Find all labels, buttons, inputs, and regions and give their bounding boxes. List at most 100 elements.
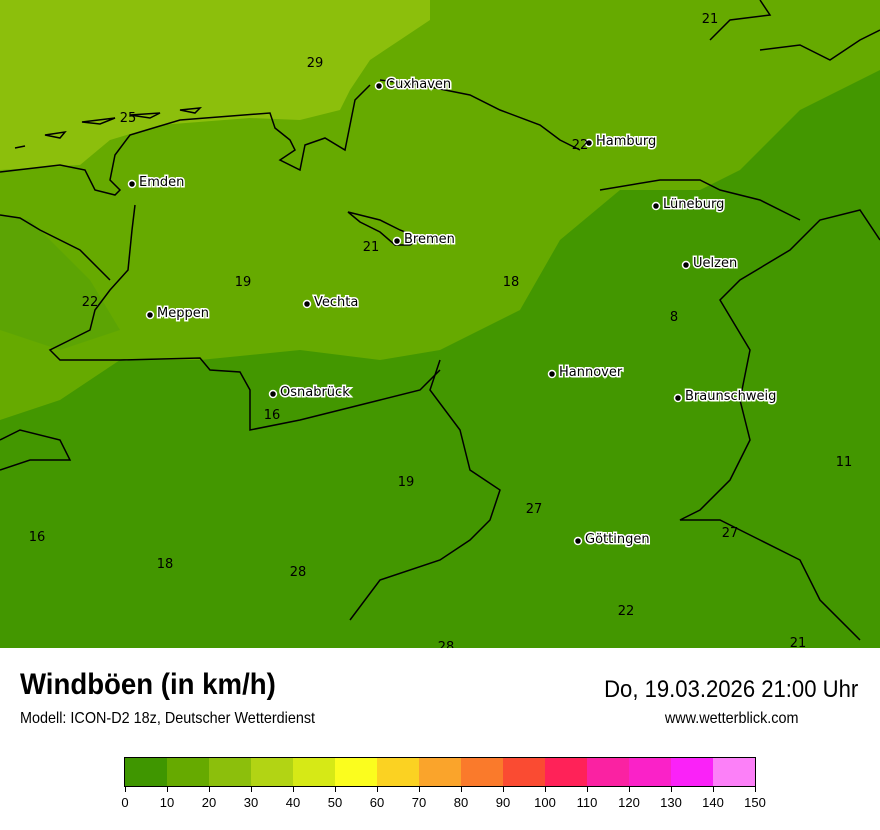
- tick-label: 150: [744, 795, 766, 810]
- city-marker: [302, 299, 312, 309]
- tick-mark: [671, 787, 672, 792]
- tick-mark: [251, 787, 252, 792]
- city-marker: [268, 389, 278, 399]
- tick-mark: [461, 787, 462, 792]
- tick-label: 140: [702, 795, 724, 810]
- gust-value-label: 25: [120, 111, 137, 126]
- city-label: Braunschweig: [685, 389, 776, 404]
- city-marker: [145, 310, 155, 320]
- tick-mark: [125, 787, 126, 792]
- city-marker: [651, 201, 661, 211]
- gust-value-label: 11: [836, 455, 853, 470]
- sea-area: [0, 0, 430, 170]
- city-marker: [584, 138, 594, 148]
- gust-value-label: 16: [264, 408, 281, 423]
- color-scale-segment: [209, 758, 251, 786]
- forecast-datetime: Do, 19.03.2026 21:00 Uhr: [603, 676, 858, 703]
- tick-label: 120: [618, 795, 640, 810]
- city-label: Osnabrück: [280, 385, 350, 400]
- model-info: Modell: ICON-D2 18z, Deutscher Wetterdie…: [20, 710, 316, 727]
- gust-value-label: 16: [29, 530, 46, 545]
- city-marker: [673, 393, 683, 403]
- gust-value-label: 18: [157, 557, 174, 572]
- tick-mark: [293, 787, 294, 792]
- tick-mark: [209, 787, 210, 792]
- gust-value-label: 19: [398, 475, 415, 490]
- tick-label: 100: [534, 795, 556, 810]
- color-scale-segment: [251, 758, 293, 786]
- city-marker: [127, 179, 137, 189]
- city-label: Göttingen: [585, 532, 650, 547]
- tick-label: 30: [243, 795, 259, 810]
- city-label: Bremen: [404, 232, 455, 247]
- gust-value-label: 21: [702, 12, 719, 27]
- gust-value-label: 19: [235, 275, 252, 290]
- color-scale-bar: [124, 757, 756, 787]
- tick-label: 40: [285, 795, 301, 810]
- tick-mark: [377, 787, 378, 792]
- gust-value-label: 29: [307, 56, 324, 71]
- tick-label: 0: [121, 795, 129, 810]
- gust-value-label: 21: [790, 636, 807, 648]
- tick-mark: [167, 787, 168, 792]
- tick-label: 10: [159, 795, 175, 810]
- city-label: Vechta: [314, 295, 358, 310]
- low-gust-west: [0, 215, 120, 350]
- color-scale-segment: [713, 758, 755, 786]
- city-label: Hamburg: [596, 134, 656, 149]
- gust-value-label: 22: [618, 604, 635, 619]
- tick-label: 50: [327, 795, 343, 810]
- tick-label: 60: [369, 795, 385, 810]
- color-scale-segment: [545, 758, 587, 786]
- city-label: Lüneburg: [663, 197, 724, 212]
- tick-mark: [587, 787, 588, 792]
- color-scale-segment: [167, 758, 209, 786]
- gust-value-label: 22: [572, 138, 589, 153]
- color-scale-segment: [503, 758, 545, 786]
- color-scale-segment: [377, 758, 419, 786]
- city-label: Meppen: [157, 306, 209, 321]
- color-scale-ticks: 0 10 20 30 40 50 60 70 80 90 100 110 120 130 140 150: [121, 787, 766, 817]
- gust-value-label: 27: [526, 502, 543, 517]
- gust-value-label: 22: [82, 295, 99, 310]
- tick-mark: [545, 787, 546, 792]
- gust-value-label: 28: [438, 640, 455, 648]
- tick-label: 90: [495, 795, 511, 810]
- tick-mark: [713, 787, 714, 792]
- city-label: Hannover: [559, 365, 623, 380]
- color-scale-segment: [671, 758, 713, 786]
- color-scale-segment: [125, 758, 167, 786]
- city-label: Emden: [139, 175, 184, 190]
- city-label: Uelzen: [693, 256, 737, 271]
- tick-mark: [629, 787, 630, 792]
- map-title: Windböen (in km/h): [20, 668, 276, 701]
- borders: [0, 0, 880, 641]
- gust-value-label: 18: [503, 275, 520, 290]
- city-marker: [392, 236, 402, 246]
- website-link[interactable]: www.wetterblick.com: [664, 710, 798, 727]
- color-scale-segment: [419, 758, 461, 786]
- wind-gust-map: Cuxhaven Hamburg Emden Lüneburg Bremen Uelzen…: [0, 0, 880, 648]
- color-scale-segment: [335, 758, 377, 786]
- tick-label: 20: [201, 795, 217, 810]
- city-label: Cuxhaven: [386, 77, 451, 92]
- tick-mark: [419, 787, 420, 792]
- tick-label: 110: [576, 795, 598, 810]
- color-scale-segment: [629, 758, 671, 786]
- tick-label: 130: [660, 795, 682, 810]
- city-marker: [374, 81, 384, 91]
- gust-value-label: 28: [290, 565, 307, 580]
- color-scale-segment: [587, 758, 629, 786]
- low-gust-east: [0, 70, 880, 648]
- gust-value-label: 27: [722, 526, 739, 541]
- tick-mark: [335, 787, 336, 792]
- city-marker: [681, 260, 691, 270]
- tick-mark: [755, 787, 756, 792]
- color-scale-segment: [293, 758, 335, 786]
- tick-label: 80: [453, 795, 469, 810]
- city-marker: [573, 536, 583, 546]
- city-marker: [547, 369, 557, 379]
- tick-label: 70: [411, 795, 427, 810]
- gust-value-label: 21: [363, 240, 380, 255]
- gust-value-label: 8: [670, 310, 678, 325]
